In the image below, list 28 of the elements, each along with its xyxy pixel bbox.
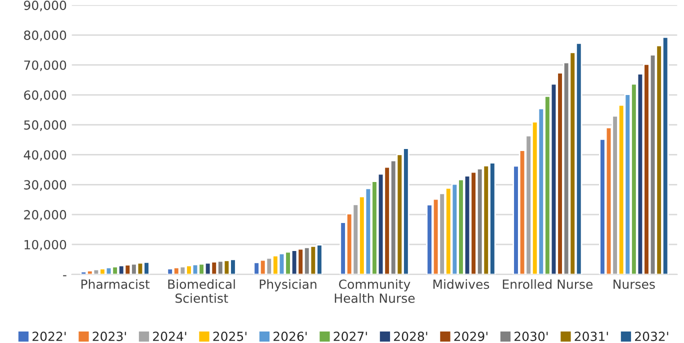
legend-label: 2031': [574, 332, 608, 342]
legend-label: 2029': [454, 332, 488, 342]
legend-label: 2032': [635, 332, 668, 342]
x-tick-label: Biomedical Scientist: [168, 279, 235, 303]
y-tick-label: 60,000: [24, 90, 66, 102]
x-tick-label: Physician: [260, 279, 316, 292]
x-tick-label: Enrolled Nurse: [502, 279, 593, 289]
legend-label: 2023': [92, 332, 126, 342]
x-tick-label: Community Health Nurse: [334, 279, 415, 303]
y-tick-label: 70,000: [24, 60, 66, 72]
legend-label: 2028': [394, 332, 428, 342]
y-tick-label: 50,000: [24, 120, 66, 132]
x-tick-label: Nurses: [614, 280, 655, 289]
y-tick-label: 90,000: [24, 0, 66, 12]
y-tick-label: 80,000: [24, 30, 66, 42]
legend-label: 2027': [334, 332, 367, 342]
legend-label: 2026': [274, 332, 307, 342]
y-tick-label: 30,000: [24, 180, 66, 191]
x-tick-label: Pharmacist: [81, 279, 150, 289]
legend-label: 2024': [153, 332, 186, 342]
legend-label: 2025': [213, 332, 246, 342]
legend-label: 2030': [514, 332, 548, 342]
y-tick-label: 20,000: [24, 210, 66, 221]
x-tick-label: Midwives: [433, 279, 490, 289]
y-tick-label: -: [63, 275, 66, 276]
y-tick-label: 40,000: [24, 150, 66, 161]
legend-label: 2022': [32, 332, 66, 342]
y-tick-label: 10,000: [24, 240, 66, 251]
